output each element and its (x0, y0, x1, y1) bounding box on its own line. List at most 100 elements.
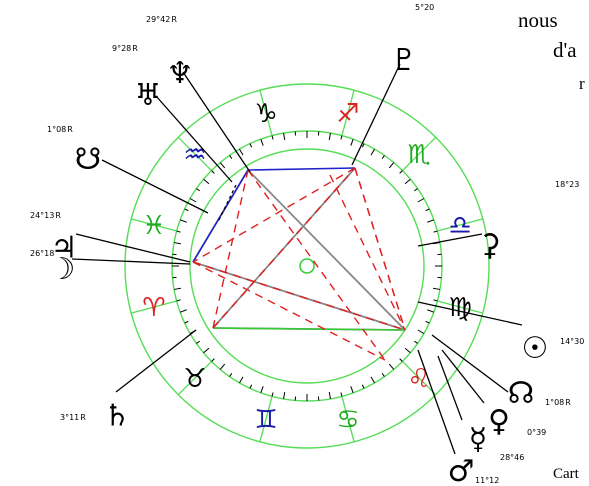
sign-taurus-icon: ♉ (183, 364, 206, 394)
degree-tick (271, 392, 274, 397)
degree-tick (260, 138, 264, 146)
degree-tick (388, 162, 395, 169)
degree-tick (219, 162, 226, 169)
degree-tick (340, 392, 343, 397)
degree-tick (173, 287, 182, 290)
degree-tick (219, 363, 226, 370)
aspect-red-dashed-line (247, 169, 386, 361)
degree-label-mercury: 28°46 (500, 453, 524, 462)
degree-tick (433, 230, 438, 233)
degree-tick (399, 358, 403, 362)
degree-tick (179, 219, 187, 223)
aspect-red-dashed-line (192, 261, 386, 361)
sign-gemini-icon: ♊ (254, 405, 277, 435)
pointer-uranus (155, 95, 233, 183)
degree-tick (211, 358, 215, 362)
aspect-black-dotted-line (217, 184, 237, 223)
pointer-moon (71, 258, 191, 265)
degree-tick (211, 170, 215, 174)
degree-tick (417, 329, 425, 334)
aspect-red-dashed-line (354, 167, 406, 331)
pluto-icon: ♇ (391, 43, 418, 78)
degree-label-sun: 14°30 (560, 337, 584, 346)
sign-virgo-icon: ♍ (448, 293, 471, 323)
aspect-red-dashed-line (192, 167, 356, 263)
text-fragment-da: d'a (553, 38, 577, 62)
degree-tick (433, 299, 438, 302)
sign-divider (259, 396, 273, 442)
aspect-red-dashed-line (329, 174, 406, 331)
aspect-blue-line (247, 167, 356, 171)
degree-label-saturn: 3°11R (60, 413, 86, 422)
text-fragment-r: r (579, 74, 585, 93)
degree-tick (239, 376, 244, 384)
sign-divider (131, 218, 177, 232)
pointer-ceres (417, 233, 483, 247)
degree-tick (196, 188, 200, 192)
sign-capricorn-icon: ♑ (254, 99, 277, 129)
degree-tick (425, 208, 430, 212)
outer-ring (124, 83, 490, 449)
pointer-sun (417, 301, 523, 326)
degree-label-moon: 26°18 (30, 249, 54, 258)
degree-tick (249, 143, 253, 148)
sign-divider (259, 90, 273, 136)
degree-tick (271, 135, 274, 140)
degree-label-jupiter: 24°13R (30, 211, 61, 220)
jupiter-icon: ♃ (51, 231, 78, 266)
degree-label-uranus: 9°28R (112, 44, 138, 53)
inner-ring (189, 148, 425, 384)
degree-label-mars: 11°12 (475, 476, 499, 485)
degree-tick (361, 384, 365, 389)
degree-tick (283, 132, 286, 141)
degree-tick (176, 299, 181, 302)
degree-tick (404, 347, 411, 354)
sign-glyphs: ♒ ♑ ♐ ♏ ♎ ♍ ♌ ♋ ♊ ♉ ♈ ♓ (142, 99, 472, 435)
retrograde-mark: R (132, 44, 138, 53)
degree-tick (388, 363, 395, 370)
degree-ticks (172, 131, 442, 401)
degree-tick (425, 320, 430, 324)
moon-icon: ☽ (49, 252, 76, 287)
sign-divider (437, 300, 483, 314)
degree-tick (328, 391, 331, 400)
degree-tick (184, 208, 189, 212)
sign-pisces-icon: ♓ (142, 211, 165, 241)
retrograde-mark: R (67, 125, 73, 134)
degree-tick (370, 148, 375, 156)
retrograde-mark: R (171, 15, 177, 24)
pointer-saturn (115, 329, 197, 393)
sign-divider (177, 360, 213, 396)
degree-tick (381, 373, 385, 377)
sign-scorpio-icon: ♏ (407, 140, 430, 170)
text-fragment-cart: Cart (553, 466, 579, 482)
pointer-neptune (182, 71, 251, 173)
saturn-icon: ♄ (104, 399, 131, 434)
degree-tick (229, 373, 233, 377)
degree-tick (340, 135, 343, 140)
degree-tick (427, 219, 435, 223)
sign-aquarius-icon: ♒ (183, 140, 206, 170)
degree-tick (328, 132, 331, 141)
degree-tick (399, 170, 403, 174)
sign-divider (401, 360, 437, 396)
degree-tick (176, 230, 181, 233)
sign-aries-icon: ♈ (142, 293, 165, 323)
degree-label-south-node: 1°08R (545, 398, 571, 407)
house-axis-lines (192, 167, 406, 331)
degree-label-ceres: 18°23 (555, 180, 579, 189)
sign-divider (401, 136, 437, 172)
degree-tick (260, 386, 264, 394)
sign-divider (437, 218, 483, 232)
sign-divider (341, 90, 355, 136)
pointer-mars (417, 349, 456, 455)
degree-tick (283, 391, 286, 400)
mercury-icon: ☿ (469, 422, 487, 457)
degree-label-north-node: 1°08R (47, 125, 73, 134)
south-node-icon: ☊ (508, 376, 535, 411)
degree-label-pluto: 5°20 (415, 3, 434, 12)
retrograde-mark: R (565, 398, 571, 407)
sign-leo-icon: ♌ (407, 364, 430, 394)
